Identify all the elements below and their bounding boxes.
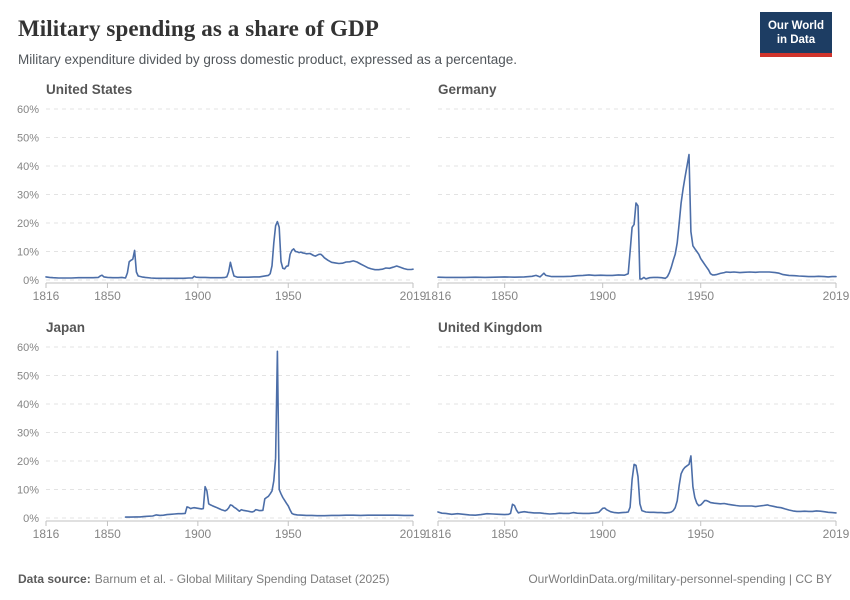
- svg-text:2019: 2019: [400, 527, 427, 541]
- chart-footer: Data source: Barnum et al. - Global Milit…: [18, 572, 832, 587]
- panel-united-states: United States 0% 10% 20% 30% 40% 50% 60% 1816 18…: [6, 82, 427, 304]
- logo-line-1: Our World: [767, 20, 824, 32]
- svg-text:40%: 40%: [17, 161, 39, 173]
- svg-text:60%: 60%: [17, 104, 39, 116]
- chart-grid: United States 0% 10% 20% 30% 40% 50% 60% 1816 18…: [6, 82, 850, 542]
- svg-text:1950: 1950: [687, 289, 714, 303]
- svg-text:0%: 0%: [23, 513, 39, 525]
- page-subtitle: Military expenditure divided by gross do…: [18, 52, 518, 67]
- line-chart-germany: 1816 1850 1900 1950 2019: [425, 108, 850, 303]
- svg-text:10%: 10%: [17, 485, 39, 497]
- svg-text:1950: 1950: [275, 289, 302, 303]
- svg-text:1816: 1816: [33, 527, 60, 541]
- svg-text:1900: 1900: [589, 289, 616, 303]
- panel-title: United Kingdom: [438, 320, 543, 335]
- line-chart-united-kingdom: 1816 1850 1900 1950 2019: [425, 346, 850, 541]
- logo-line-2: in Data: [776, 34, 816, 46]
- svg-text:50%: 50%: [17, 133, 39, 145]
- svg-text:50%: 50%: [17, 371, 39, 383]
- svg-text:1850: 1850: [491, 289, 518, 303]
- panel-title: Germany: [438, 82, 497, 97]
- svg-text:1950: 1950: [275, 527, 302, 541]
- svg-text:2019: 2019: [823, 527, 850, 541]
- svg-text:30%: 30%: [17, 190, 39, 202]
- panel-title: Japan: [46, 320, 86, 335]
- svg-text:1900: 1900: [185, 289, 212, 303]
- data-source-text: Barnum et al. - Global Military Spending…: [94, 572, 390, 586]
- svg-text:1816: 1816: [425, 289, 452, 303]
- chart-header: Military spending as a share of GDP Mili…: [18, 12, 832, 68]
- svg-text:1816: 1816: [33, 289, 60, 303]
- panel-germany: Germany 1816 1850 1900 1950 2019: [425, 82, 850, 304]
- svg-text:1850: 1850: [94, 527, 121, 541]
- svg-text:60%: 60%: [17, 342, 39, 354]
- line-chart-japan: 0% 10% 20% 30% 40% 50% 60% 1816 1850 1900 1950 2019: [17, 342, 427, 541]
- svg-text:30%: 30%: [17, 428, 39, 440]
- svg-text:2019: 2019: [400, 289, 427, 303]
- svg-text:0%: 0%: [23, 275, 39, 287]
- svg-text:40%: 40%: [17, 399, 39, 411]
- our-world-in-data-logo: Our World in Data: [759, 12, 832, 57]
- svg-text:1816: 1816: [425, 527, 452, 541]
- data-source-label: Data source:: [18, 572, 91, 586]
- svg-text:1900: 1900: [589, 527, 616, 541]
- footer-url: OurWorldinData.org/military-personnel-sp…: [528, 572, 832, 586]
- svg-text:2019: 2019: [823, 289, 850, 303]
- svg-text:1850: 1850: [491, 527, 518, 541]
- svg-text:20%: 20%: [17, 456, 39, 468]
- page-title: Military spending as a share of GDP: [18, 16, 379, 41]
- panel-united-kingdom: United Kingdom 1816 1850 1900 1950 2019: [425, 320, 850, 542]
- panel-japan: Japan 0% 10% 20% 30% 40% 50% 60% 1816 1850 1900 19…: [6, 320, 427, 542]
- svg-text:10%: 10%: [17, 247, 39, 259]
- panel-title: United States: [46, 82, 133, 97]
- svg-text:20%: 20%: [17, 218, 39, 230]
- line-chart-united-states: 0% 10% 20% 30% 40% 50% 60% 1816 1850 1900 1950 2019: [17, 104, 427, 303]
- data-source: Data source: Barnum et al. - Global Milit…: [18, 572, 390, 587]
- svg-text:1850: 1850: [94, 289, 121, 303]
- svg-text:1950: 1950: [687, 527, 714, 541]
- svg-text:1900: 1900: [185, 527, 212, 541]
